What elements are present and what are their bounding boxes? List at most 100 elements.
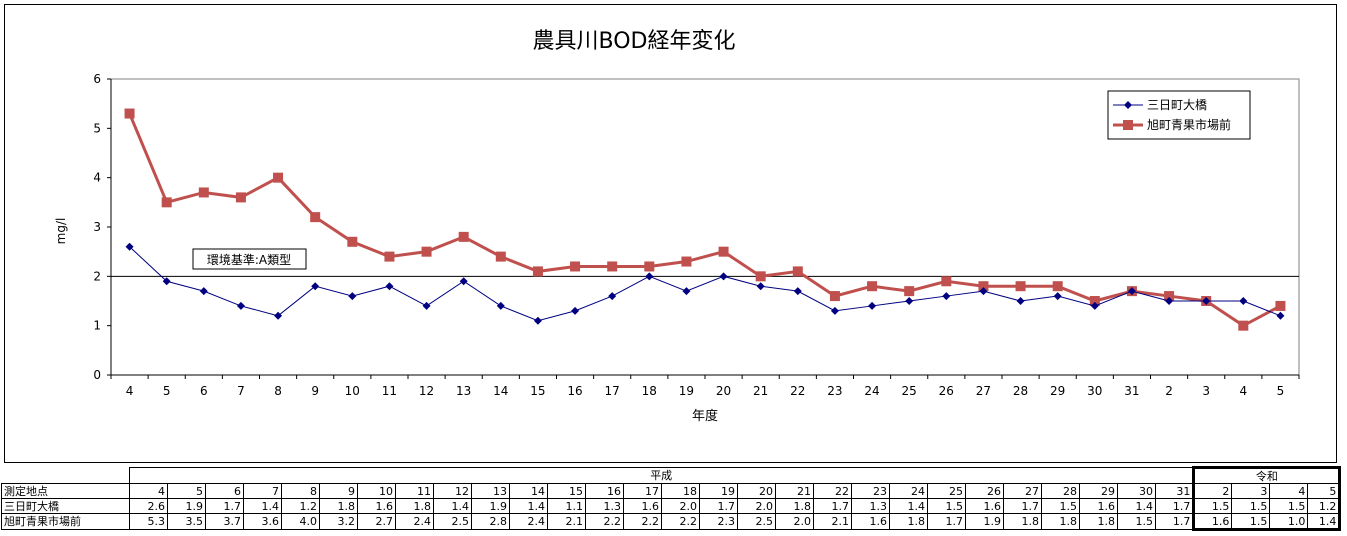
x-tick-label: 22 — [790, 384, 805, 398]
table-year-cell: 19 — [699, 483, 738, 499]
table-value-cell: 1.3 — [851, 498, 890, 514]
legend-box — [1107, 90, 1251, 140]
y-tick-label: 1 — [93, 319, 101, 333]
table-value-cell: 2.5 — [433, 513, 472, 530]
y-tick-label: 6 — [93, 72, 101, 86]
table-value-cell: 2.4 — [509, 513, 548, 530]
table-value-cell: 1.4 — [509, 498, 548, 514]
series-1-point — [979, 287, 988, 296]
table-value-cell: 1.8 — [1041, 513, 1080, 530]
table-year-cell: 23 — [851, 483, 890, 499]
table-value-cell: 1.5 — [927, 498, 966, 514]
table-value-cell: 1.9 — [965, 513, 1004, 530]
table-value-cell: 5.3 — [129, 513, 168, 530]
series-2-point — [941, 276, 952, 287]
x-tick-label: 31 — [1124, 384, 1139, 398]
table-value-cell: 2.2 — [585, 513, 624, 530]
series-2-point — [421, 246, 432, 257]
series-2-point — [755, 271, 766, 282]
table-value-cell: 1.9 — [167, 498, 206, 514]
table-year-cell: 26 — [965, 483, 1004, 499]
series-1-point — [199, 287, 208, 296]
x-tick-label: 30 — [1087, 384, 1102, 398]
table-value-cell: 2.0 — [737, 498, 776, 514]
table-value-cell: 2.3 — [699, 513, 738, 530]
series-2-point — [1275, 300, 1286, 311]
series-line-1 — [129, 246, 1281, 322]
table-year-cell: 25 — [927, 483, 966, 499]
series-2-point — [532, 266, 543, 277]
table-year-cell: 28 — [1041, 483, 1080, 499]
table-value-cell: 1.5 — [1117, 513, 1156, 530]
table-value-cell: 3.6 — [243, 513, 282, 530]
series-2-point — [867, 281, 878, 292]
table-value-cell: 1.4 — [1117, 498, 1156, 514]
table-year-cell: 7 — [243, 483, 282, 499]
table-value-cell: 1.8 — [889, 513, 928, 530]
x-tick-label: 28 — [1013, 384, 1028, 398]
table-year-cell: 18 — [661, 483, 700, 499]
x-tick-label: 13 — [456, 384, 471, 398]
table-value-cell: 1.6 — [1079, 498, 1118, 514]
series-1-point — [274, 311, 283, 320]
table-value-cell: 1.4 — [433, 498, 472, 514]
x-tick-label: 7 — [237, 384, 245, 398]
series-2-point — [124, 108, 135, 119]
table-value-cell: 3.5 — [167, 513, 206, 530]
x-tick-label: 3 — [1202, 384, 1210, 398]
table-value-cell: 1.7 — [1154, 513, 1195, 530]
series-1-point — [682, 287, 691, 296]
table-value-cell: 2.1 — [813, 513, 852, 530]
table-value-cell: 2.6 — [129, 498, 168, 514]
table-value-cell: 1.8 — [1079, 513, 1118, 530]
table-value-cell: 1.0 — [1269, 513, 1309, 531]
table-value-cell: 1.6 — [357, 498, 396, 514]
y-axis-title: mg/l — [54, 218, 68, 245]
table-value-cell: 2.8 — [471, 513, 510, 530]
table-value-cell: 1.7 — [205, 498, 244, 514]
series-2-point — [570, 261, 581, 272]
x-tick-label: 27 — [976, 384, 991, 398]
table-year-cell: 10 — [357, 483, 396, 499]
table-value-cell: 1.8 — [775, 498, 814, 514]
table-value-cell: 1.8 — [319, 498, 358, 514]
x-tick-label: 20 — [716, 384, 731, 398]
table-year-cell: 30 — [1117, 483, 1156, 499]
legend-marker-1 — [1124, 101, 1132, 109]
y-tick-label: 0 — [93, 368, 101, 382]
table-value-cell: 1.3 — [585, 498, 624, 514]
chart-title: 農具川BOD経年変化 — [533, 29, 736, 54]
series-2-point — [161, 197, 172, 208]
series-2-point — [978, 281, 989, 292]
table-year-cell: 22 — [813, 483, 852, 499]
series-1-point — [756, 282, 765, 291]
legend-entry-1: 三日町大橋 — [1147, 98, 1207, 112]
series-2-point — [347, 236, 358, 247]
series-2-point — [1089, 296, 1100, 306]
table-value-cell: 2.4 — [395, 513, 434, 530]
series-2-point — [198, 187, 209, 198]
table-year-cell: 29 — [1079, 483, 1118, 499]
series-2-point — [681, 256, 692, 267]
table-year-cell: 24 — [889, 483, 928, 499]
series-2-point — [1238, 320, 1249, 331]
y-tick-label: 3 — [93, 220, 101, 234]
table-year-cell: 8 — [281, 483, 320, 499]
table-year-cell: 16 — [585, 483, 624, 499]
table-value-cell: 1.5 — [1192, 498, 1233, 514]
table-value-cell: 1.4 — [1307, 513, 1342, 531]
series-1-point — [1165, 297, 1174, 305]
table-value-cell: 2.2 — [623, 513, 662, 530]
table-era-cell: 令和 — [1192, 466, 1342, 484]
series-1-point — [422, 301, 431, 310]
chart-area: 農具川BOD経年変化 0 1 2 3 4 5 6 4 5 6 7 8 9 10 11 12 13 14 15 16 17… — [4, 4, 1337, 463]
table-row: 旭町青果市場前 5.3 3.5 3.7 3.6 4.0 3.2 2.7 2.4 2.5 2.8 2.4… — [1, 513, 1342, 531]
table-value-cell: 1.6 — [965, 498, 1004, 514]
table-year-cell: 13 — [471, 483, 510, 499]
table-era-cell: 平成 — [128, 467, 1195, 484]
x-tick-label: 12 — [419, 384, 434, 398]
table-value-cell: 1.5 — [1231, 513, 1271, 531]
table-value-cell: 1.5 — [1269, 498, 1309, 514]
series-2-point — [644, 261, 655, 272]
table-value-cell: 4.0 — [281, 513, 320, 530]
